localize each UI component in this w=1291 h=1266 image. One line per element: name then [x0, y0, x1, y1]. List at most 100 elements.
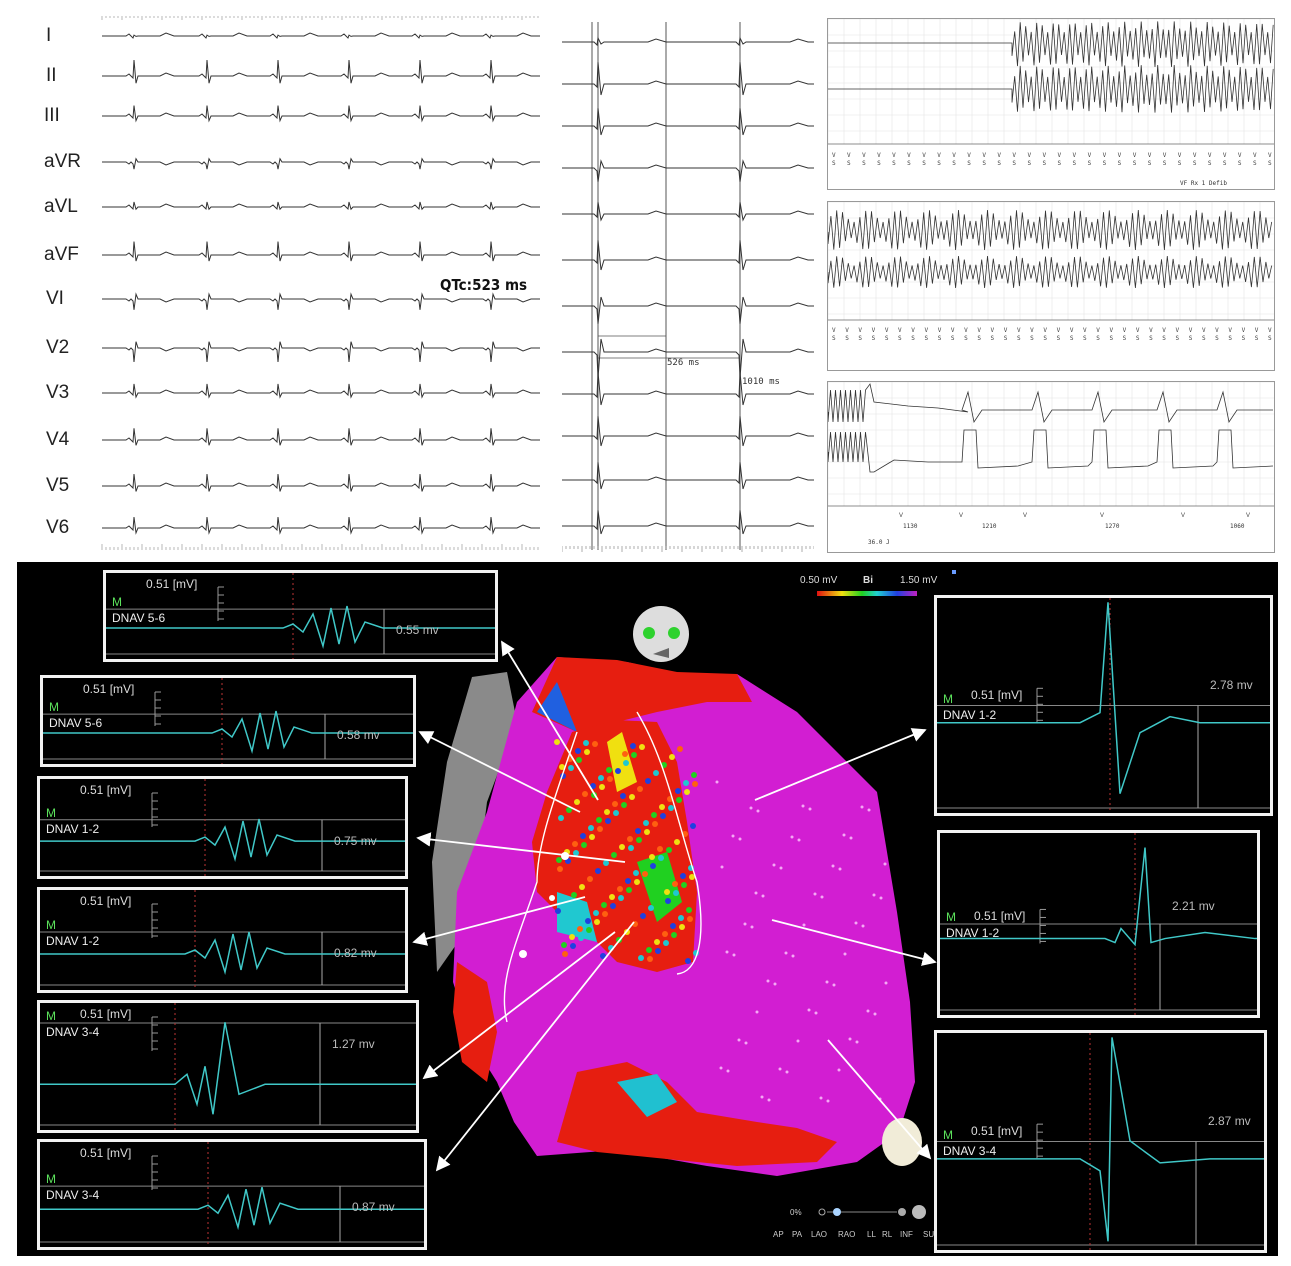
- marker-s: S: [922, 160, 926, 167]
- point-dot: [629, 794, 635, 800]
- view-lao[interactable]: LAO: [811, 1230, 828, 1239]
- view-rl[interactable]: RL: [882, 1230, 893, 1239]
- point-dot: [641, 862, 647, 868]
- point-dot: [657, 846, 663, 852]
- point-dot-sparse: [801, 804, 805, 808]
- point-dot: [597, 826, 603, 832]
- view-ll[interactable]: LL: [867, 1230, 876, 1239]
- point-dot: [638, 955, 644, 961]
- egm-box-7: 0.51 [mV] M DNAV 1-2 2.78 mv: [934, 595, 1273, 816]
- point-dot: [606, 767, 612, 773]
- point-dot: [642, 871, 648, 877]
- marker-v: V: [1133, 152, 1137, 159]
- lead-label-v6: V6: [46, 517, 70, 538]
- trace-avl: [102, 201, 540, 211]
- lead-label-i: I: [46, 25, 52, 46]
- egm-amplitude-label: 2.21 mv: [1172, 899, 1215, 914]
- point-dot-sparse: [737, 1038, 741, 1042]
- slider-start: [818, 1208, 826, 1216]
- icd3-channel-b: [827, 429, 1274, 473]
- point-dot: [653, 770, 659, 776]
- point-dot-sparse: [802, 923, 806, 927]
- point-dot: [613, 810, 619, 816]
- point-dot-sparse: [879, 896, 883, 900]
- point-dot-sparse: [855, 1040, 859, 1044]
- marker-v: V: [862, 152, 866, 159]
- egm-scale-label: 0.51 [mV]: [971, 688, 1023, 703]
- point-dot: [618, 895, 624, 901]
- point-dot: [600, 953, 606, 959]
- point-dot: [670, 923, 676, 929]
- view-inf[interactable]: INF: [900, 1230, 913, 1239]
- marker-s: S: [872, 335, 876, 342]
- point-dot-sparse: [791, 954, 795, 958]
- point-dot: [637, 786, 643, 792]
- marker-v: V: [1058, 152, 1062, 159]
- point-dot: [635, 828, 641, 834]
- point-dot: [647, 956, 653, 962]
- icd-vf-note: VF Rx 1 Defib: [1180, 180, 1227, 187]
- marker-s: S: [937, 160, 941, 167]
- point-dot: [584, 749, 590, 755]
- egm-marker-label: M: [946, 910, 956, 924]
- marker-v: V: [964, 327, 968, 334]
- egm-amplitude-label: 0.75 mv: [334, 833, 377, 848]
- point-dot-sparse: [831, 864, 835, 868]
- egm-marker-label: M: [112, 595, 122, 610]
- face-eye-right: [668, 627, 680, 639]
- point-dot-sparse: [767, 1098, 771, 1102]
- point-dot-sparse: [866, 1009, 870, 1013]
- marker-s: S: [858, 335, 862, 342]
- point-dot: [562, 951, 568, 957]
- marker-s: S: [1083, 335, 1087, 342]
- point-dot: [678, 915, 684, 921]
- icd1-channel-a: [828, 21, 1274, 68]
- point-dot-sparse: [732, 953, 736, 957]
- point-dot: [672, 881, 678, 887]
- egm-channel-label: DNAV 3-4: [46, 1188, 100, 1203]
- qtc-label: QTc:523 ms: [440, 276, 528, 294]
- point-dot: [563, 900, 569, 906]
- view-rao[interactable]: RAO: [838, 1230, 856, 1239]
- icd-interval-2: 1270: [1105, 523, 1120, 530]
- marker-v: V: [1043, 327, 1047, 334]
- landmark-dot-1: [561, 852, 569, 860]
- icd1-channel-b: [828, 64, 1274, 113]
- egm-box-3: 0.51 [mV] M DNAV 1-2 0.75 mv: [37, 776, 408, 879]
- marker-s: S: [1176, 335, 1180, 342]
- lead-label-v2: V2: [46, 337, 70, 358]
- slider-knob: [833, 1208, 841, 1216]
- point-dot-sparse: [796, 1039, 800, 1043]
- marker-v: V: [1202, 327, 1206, 334]
- egm-scale-label: 0.51 [mV]: [974, 909, 1026, 924]
- view-su[interactable]: SU: [923, 1230, 935, 1239]
- point-dot: [585, 918, 591, 924]
- view-ap[interactable]: AP: [773, 1230, 784, 1239]
- marker-s: S: [832, 335, 836, 342]
- point-dot-sparse: [861, 924, 865, 928]
- point-dot-sparse: [772, 863, 776, 867]
- point-dot: [689, 874, 695, 880]
- point-dot: [624, 929, 630, 935]
- egm-channel-label: DNAV 1-2: [46, 934, 100, 948]
- egm-box-2: 0.51 [mV] M DNAV 5-6 0.58 mv: [40, 675, 416, 767]
- lead-label-ii: II: [46, 65, 57, 86]
- point-dot-sparse: [726, 1069, 730, 1073]
- marker-v: V: [1255, 327, 1259, 334]
- point-dot: [645, 778, 651, 784]
- point-dot: [578, 935, 584, 941]
- point-dot: [680, 873, 686, 879]
- point-dot: [615, 768, 621, 774]
- legend-min-label: 0.50 mV: [800, 575, 838, 586]
- marker-s: S: [1255, 335, 1259, 342]
- point-dot-sparse: [778, 1067, 782, 1071]
- marker-v: V: [1070, 327, 1074, 334]
- egm-trace-3: [40, 779, 405, 876]
- marker-s: S: [938, 335, 942, 342]
- marker-v: V: [1193, 152, 1197, 159]
- point-dot: [574, 799, 580, 805]
- view-pa[interactable]: PA: [792, 1230, 803, 1239]
